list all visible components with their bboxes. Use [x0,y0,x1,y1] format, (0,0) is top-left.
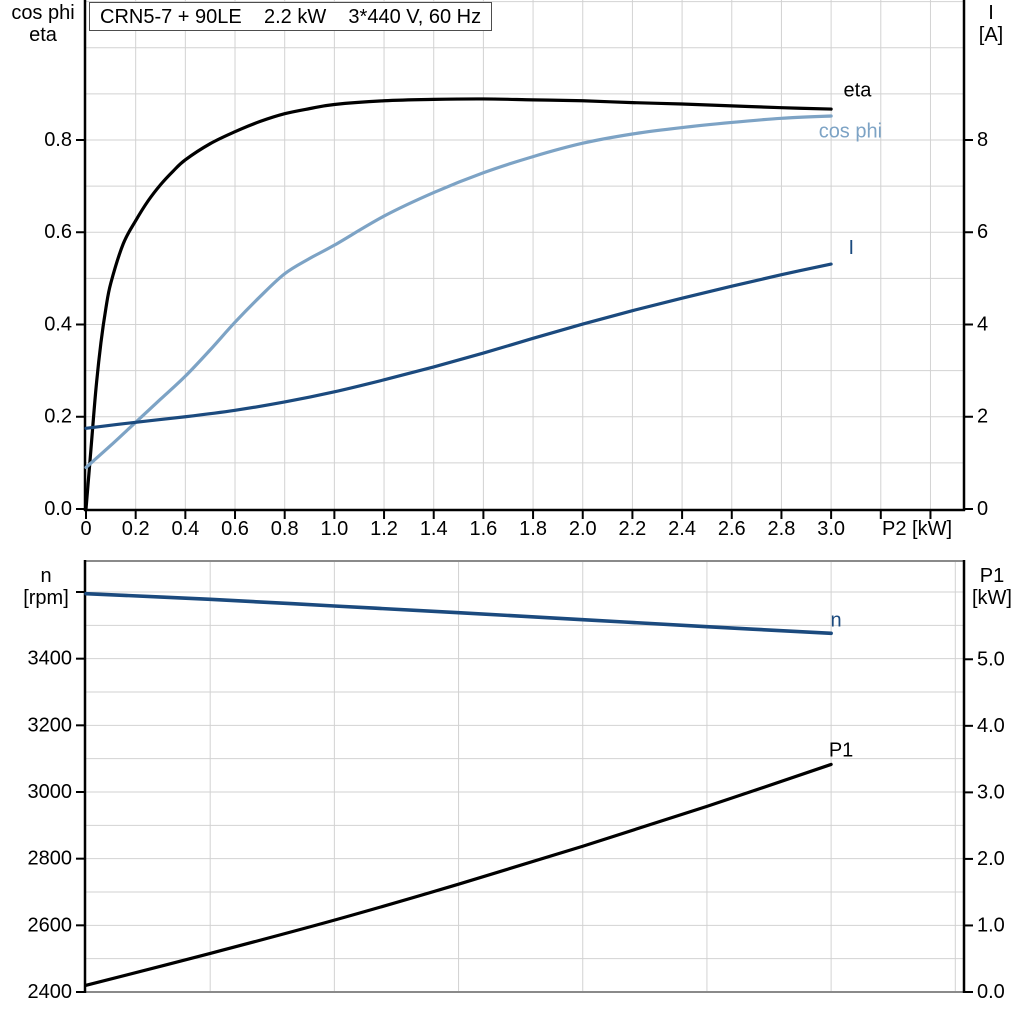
top-chart-x-tick-label: 2.2 [619,518,647,540]
bottom-chart-y-right-tick-label: 5.0 [977,648,1005,670]
top-chart-y-right-tick-label: 8 [977,129,988,151]
bottom-chart-y-right-tick-label: 1.0 [977,914,1005,936]
top-chart-x-tick-label: 2.8 [768,518,796,540]
top-chart-x-tick-label: 1.8 [519,518,547,540]
top-chart-y-left-tick-label: 0.8 [44,129,72,151]
bottom-chart-series-P1 [84,762,833,987]
top-chart-y-right-tick-label: 0 [977,498,988,520]
bottom-chart-y-left-tick-label: 2600 [28,914,73,936]
top-chart-y-left-tick-label: 0.0 [44,498,72,520]
axis-title-line: [rpm] [23,587,69,609]
top-chart-x-tick-label: 1.2 [370,518,398,540]
top-chart-series-eta [84,97,833,511]
top-chart-x-tick-label: 2.4 [668,518,696,540]
top-chart-y-right-tick-label: 2 [977,406,988,428]
top-chart-x-tick-label: 1.0 [320,518,348,540]
bottom-chart-y-right-tick-label: 0.0 [977,981,1005,1003]
top-chart-y-right-tick-label: 6 [977,221,988,243]
top-chart-series-I [84,262,833,430]
top-chart-y-left-tick-label: 0.4 [44,313,72,335]
top-chart-y-right-tick-label: 4 [977,313,988,335]
axis-title-line: [kW] [972,587,1012,609]
axis-title-line: cos phi [11,2,75,24]
top-chart-x-tick-label: 0.8 [271,518,299,540]
top-chart-series-label-I: I [849,237,855,259]
bottom-chart-y-left-tick-label: 3000 [28,781,73,803]
bottom-chart-y-right-tick-label: 4.0 [977,715,1005,737]
top-chart-x-tick-label: 0.4 [171,518,199,540]
bottom-chart-y-left-tick-label: 3200 [28,714,73,736]
axis-title-line: n [40,565,52,587]
top-chart-right-axis-title: I [A] [966,2,1016,46]
top-chart-x-axis-label: P2 [kW] [882,518,952,540]
bottom-chart-right-axis-title: P1 [kW] [964,565,1020,609]
top-chart-x-tick-label: 1.6 [469,518,497,540]
axis-title-line: [A] [978,24,1004,46]
bottom-chart-y-left-tick-label: 2800 [28,848,73,870]
top-chart-x-tick-label: 3.0 [817,518,845,540]
top-chart-left-axis-title: cos phi eta [4,2,82,46]
chart-title: CRN5-7 + 90LE 2.2 kW 3*440 V, 60 Hz [89,2,493,31]
bottom-chart-series-label-P1: P1 [829,739,853,761]
bottom-chart-series-n [84,591,833,636]
top-chart-x-tick-label: 2.6 [718,518,746,540]
bottom-chart-series-label-n: n [831,609,842,631]
bottom-chart-y-left-tick-label: 2400 [28,981,73,1003]
bottom-chart-left-axis-title: n [rpm] [12,565,80,609]
axis-title-line: P1 [979,565,1005,587]
top-chart-x-tick-label: 0 [80,518,91,540]
top-chart-x-tick-label: 1.4 [420,518,448,540]
top-chart-series-label-cos-phi: cos phi [819,121,882,143]
top-chart-x-tick-label: 2.0 [569,518,597,540]
top-chart-series-label-eta: eta [844,80,873,102]
top-chart-x-tick-label: 0.6 [221,518,249,540]
axis-title-line: eta [29,24,57,46]
axis-title-line: I [988,2,994,24]
bottom-chart-y-left-tick-label: 3400 [28,648,73,670]
top-chart-y-left-tick-label: 0.6 [44,221,72,243]
top-chart-x-tick-label: 0.2 [122,518,150,540]
bottom-chart-y-right-tick-label: 3.0 [977,781,1005,803]
top-chart-y-left-tick-label: 0.2 [44,406,72,428]
top-chart-series-cos-phi [84,114,833,470]
bottom-chart-y-right-tick-label: 2.0 [977,848,1005,870]
